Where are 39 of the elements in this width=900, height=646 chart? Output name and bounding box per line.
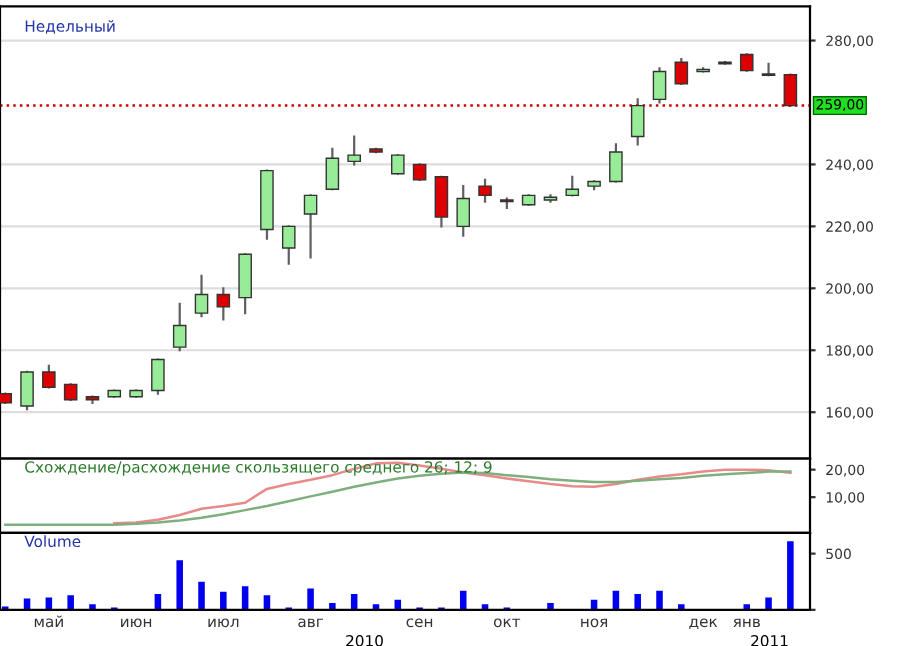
candlestick: [42, 364, 56, 389]
candlestick: [761, 62, 776, 77]
bar: [220, 591, 227, 610]
candlestick: [194, 274, 209, 318]
candlestick: [391, 154, 405, 175]
bar: [787, 541, 794, 610]
candlestick: [303, 194, 318, 259]
bar: [89, 604, 96, 610]
bar: [176, 560, 183, 610]
candlestick: [325, 147, 340, 191]
bar: [307, 588, 314, 610]
candlestick: [674, 58, 689, 85]
candlestick: [216, 287, 231, 321]
bar: [656, 590, 663, 610]
candlestick: [238, 253, 252, 315]
candlestick: [630, 98, 645, 146]
candlestick: [456, 184, 471, 237]
bar: [459, 590, 467, 610]
candlestick: [652, 67, 667, 104]
candlestick: [347, 135, 361, 166]
candlestick: [609, 143, 623, 183]
candlestick: [478, 178, 492, 203]
candlestick: [565, 175, 580, 197]
bar: [198, 581, 205, 610]
candlestick: [543, 194, 558, 203]
bar: [547, 603, 554, 610]
candlestick: [434, 175, 449, 228]
bar: [743, 604, 751, 610]
bar: [678, 604, 685, 610]
candlestick: [172, 302, 187, 352]
bar: [241, 586, 249, 610]
candlestick: [783, 73, 798, 107]
candlestick: [151, 358, 165, 395]
bar: [634, 594, 641, 610]
candlestick: [20, 370, 34, 411]
candlestick: [281, 225, 296, 265]
bar: [765, 597, 772, 610]
bar: [329, 603, 336, 610]
bar: [67, 595, 74, 610]
